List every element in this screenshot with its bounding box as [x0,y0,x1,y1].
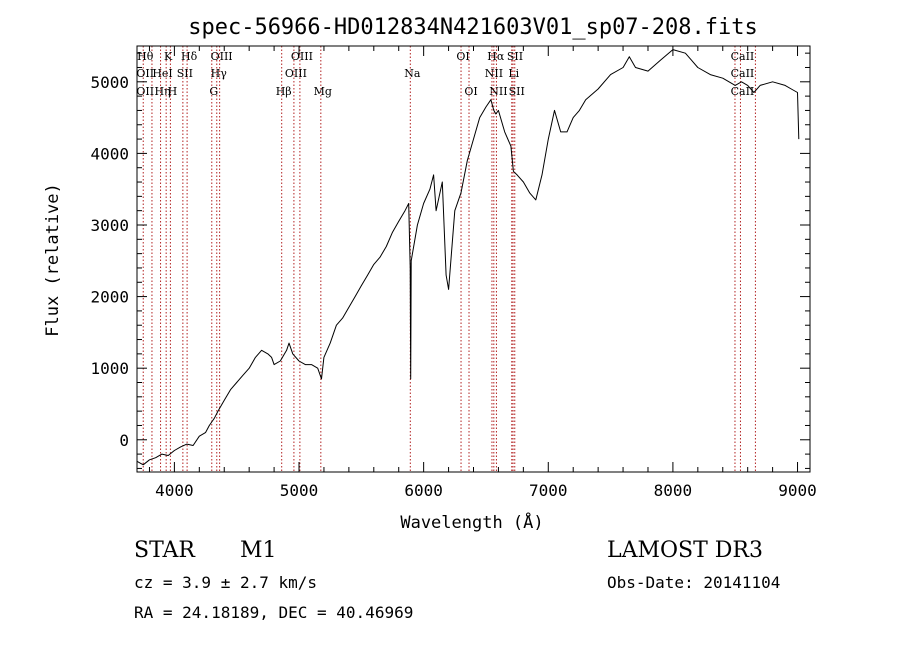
y-tick-label: 3000 [90,216,129,235]
spectral-line-label: SII [509,85,525,98]
spectral-line-label: NII [485,67,503,80]
spectrum-line-flux [136,49,800,466]
y-tick-label: 5000 [90,73,129,92]
spectral-line-label: Hθ [137,50,154,63]
spectral-line-label: NII [489,85,507,98]
survey-name: LAMOST DR3 [607,538,763,563]
spectral-line-label: K [164,50,173,63]
spectral-line-label: OII [136,85,154,98]
spectral-line-label: CaII [731,50,755,63]
plot-frame [136,45,811,473]
x-tick-label: 6000 [404,481,443,500]
object-class: STAR [134,538,195,563]
spectral-line-label: Hβ [276,85,292,98]
spectral-line-label: Hη [154,85,170,98]
spectral-line-label: Mg [314,85,332,98]
spectral-line-label: OI [456,50,469,63]
x-tick-label: 8000 [654,481,693,500]
spectral-line-label: Hγ [211,67,228,80]
spectral-line-label: Li [508,67,519,80]
spectral-line-label: HeI [152,67,172,80]
spectral-line-label: CaII [731,85,755,98]
spectral-line-label: CaII [731,67,755,80]
y-tick-label: 0 [119,431,129,450]
x-tick-label: 5000 [280,481,319,500]
chart-title: spec-56966-HD012834N421603V01_sp07-208.f… [188,15,758,40]
x-axis-label: Wavelength (Å) [400,511,543,533]
y-axis-label: Flux (relative) [43,183,63,337]
x-tick-label: 4000 [155,481,194,500]
x-tick-label: 7000 [529,481,568,500]
spectral-line-label: H [168,85,178,98]
spectral-line-label: OII [136,67,154,80]
sky-coordinates: RA = 24.18189, DEC = 40.46969 [134,603,414,622]
spectral-line-label: Na [404,67,421,80]
spectral-line-label: G [209,85,218,98]
spectral-line-label: Hα [487,50,505,63]
spectral-line-label: OIII [285,67,307,80]
y-tick-label: 4000 [90,144,129,163]
spectral-line-label: OIII [291,50,313,63]
spectral-line-label: SII [177,67,193,80]
spectral-line-label: OIII [211,50,233,63]
redshift-velocity: cz = 3.9 ± 2.7 km/s [134,573,318,592]
spectral-line-label: OI [464,85,477,98]
y-tick-label: 2000 [90,288,129,307]
object-subclass: M1 [240,538,277,563]
y-tick-label: 1000 [90,359,129,378]
x-tick-label: 9000 [778,481,817,500]
spectral-line-label: Hδ [181,50,198,63]
spectral-line-label: SII [507,50,523,63]
observation-date: Obs-Date: 20141104 [607,573,781,592]
